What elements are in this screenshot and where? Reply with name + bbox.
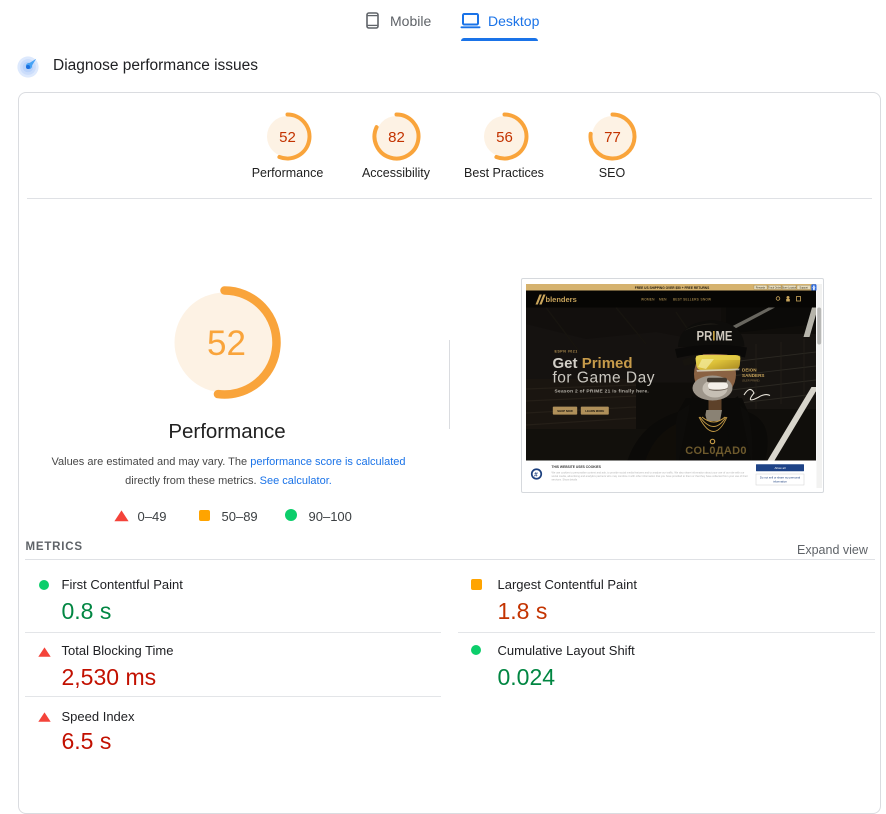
svg-text:Season 2 of PRIME 21 is finall: Season 2 of PRIME 21 is finally here.	[555, 388, 650, 394]
svg-text:COL0ДAD0: COL0ДAD0	[685, 445, 747, 457]
svg-text:Track Order: Track Order	[768, 286, 781, 289]
svg-text:SHOP NOW: SHOP NOW	[557, 408, 573, 412]
svg-text:blenders: blenders	[546, 294, 577, 303]
svg-text:Do not sell or share my person: Do not sell or share my personal	[760, 475, 801, 479]
svg-text:82: 82	[388, 129, 405, 146]
svg-text:ESPN #021: ESPN #021	[555, 349, 578, 353]
svg-text:for Game Day: for Game Day	[553, 369, 655, 386]
svg-text:MEN: MEN	[659, 297, 667, 301]
svg-text:LEARN MORE: LEARN MORE	[585, 408, 604, 412]
svg-text:FREE US SHIPPING OVER $50 + FR: FREE US SHIPPING OVER $50 + FREE RETURNS	[635, 285, 709, 289]
svg-text:services. Show details: services. Show details	[552, 477, 578, 481]
svg-text:Store Locator: Store Locator	[782, 286, 797, 289]
svg-text:BEST SELLERS: BEST SELLERS	[673, 297, 699, 301]
svg-text:We use cookies to personalize: We use cookies to personalize content an…	[552, 470, 745, 474]
svg-text:Get Primed: Get Primed	[553, 355, 633, 372]
svg-text:Rewards: Rewards	[756, 286, 766, 289]
svg-text:WOMEN: WOMEN	[641, 297, 655, 301]
svg-text:#: #	[534, 471, 538, 478]
svg-text:THIS WEBSITE USES COOKIES: THIS WEBSITE USES COOKIES	[552, 465, 602, 469]
svg-text:77: 77	[604, 129, 621, 146]
svg-text:52: 52	[279, 129, 296, 146]
svg-text:SANDERS: SANDERS	[742, 373, 764, 378]
svg-text:PRIME: PRIME	[697, 328, 733, 343]
svg-text:social media, advertising and: social media, advertising and analytics …	[552, 473, 748, 477]
svg-text:Allow all: Allow all	[774, 466, 785, 470]
svg-text:DEION: DEION	[742, 367, 757, 372]
svg-text:Support: Support	[800, 286, 809, 289]
svg-text:52: 52	[207, 324, 246, 363]
svg-text:(SLER PRIME): (SLER PRIME)	[742, 378, 760, 382]
svg-text:SNOW: SNOW	[701, 297, 712, 301]
svg-text:information: information	[773, 479, 787, 483]
svg-text:56: 56	[496, 129, 513, 146]
